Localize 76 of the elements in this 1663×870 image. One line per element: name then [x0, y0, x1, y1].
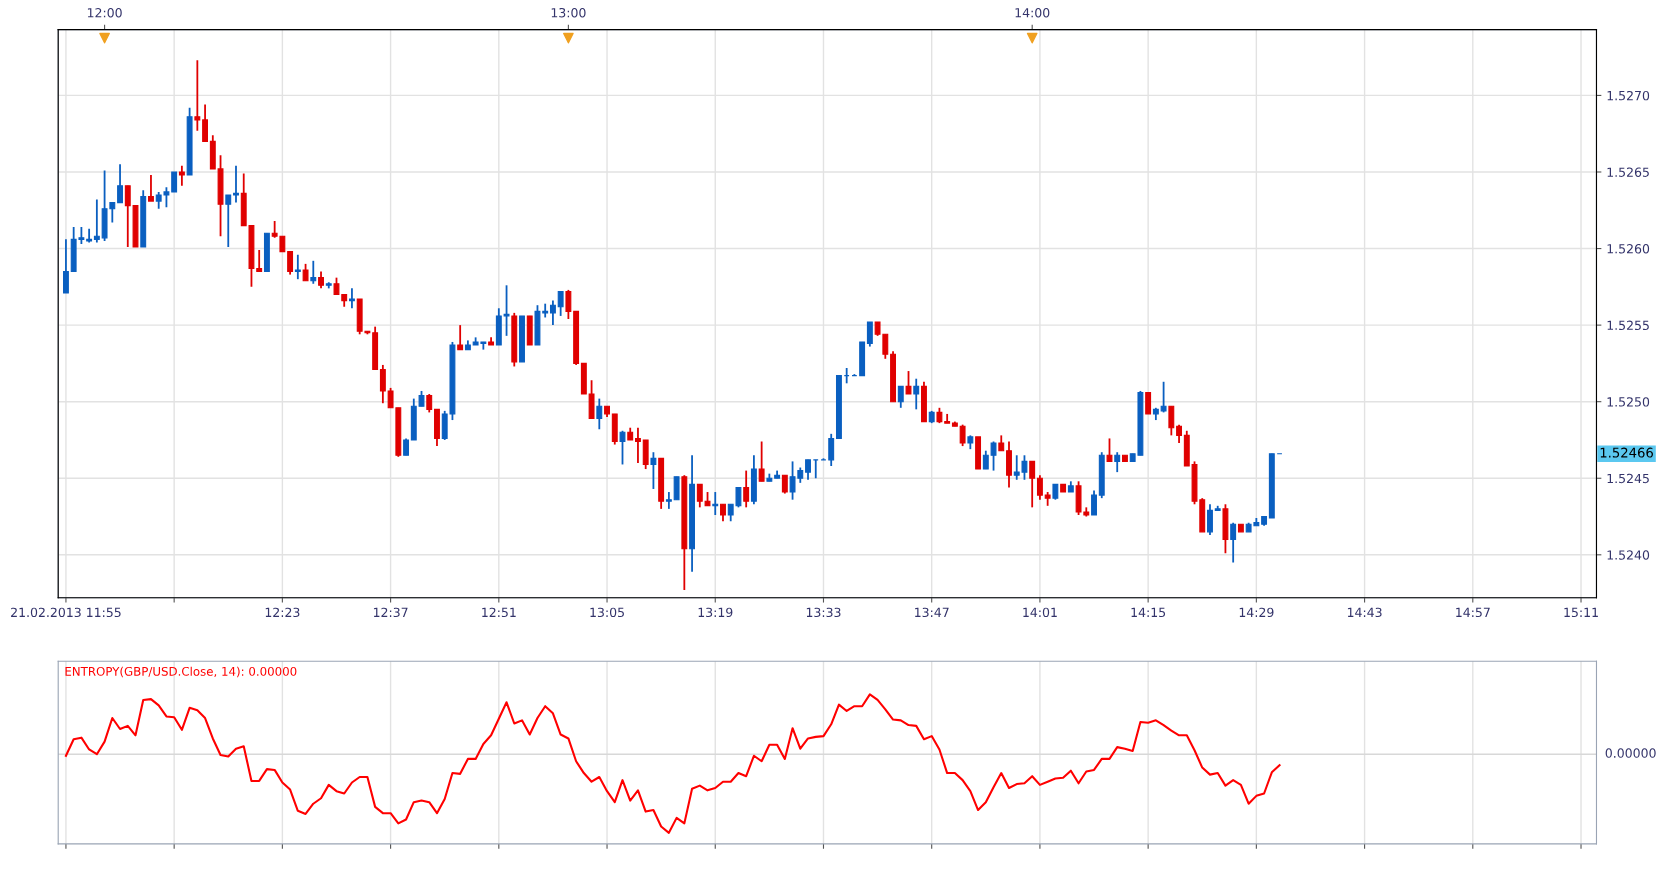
- candlestick: [457, 324, 464, 351]
- candlestick: [1230, 521, 1237, 564]
- candlestick: [1145, 391, 1152, 415]
- candlestick: [233, 164, 239, 204]
- y-tick-label: 1.5260: [1607, 244, 1650, 254]
- candlestick: [148, 174, 154, 202]
- candlestick: [178, 164, 185, 187]
- y-tick-label: 1.5255: [1607, 320, 1649, 331]
- candlestick: [171, 171, 178, 193]
- candlestick: [93, 198, 100, 244]
- x-tick-label: 13:19: [698, 607, 733, 618]
- candlestick: [650, 451, 657, 490]
- candlestick: [348, 287, 355, 310]
- text: ENTROPY(GBP/USD.Close, 14): 0.00000: [65, 666, 297, 678]
- candlestick: [619, 429, 626, 466]
- candlestick: [379, 364, 386, 405]
- candlestick: [1091, 489, 1097, 516]
- candlestick: [665, 491, 672, 510]
- candlestick: [897, 385, 904, 409]
- y-tick-label: 1.5270: [1607, 90, 1650, 101]
- x-tick-label: 13:47: [915, 607, 949, 618]
- candlestick: [294, 253, 301, 281]
- candlestick: [557, 290, 564, 317]
- candlestick: [959, 423, 966, 447]
- candlestick: [503, 284, 510, 337]
- candlestick: [1029, 460, 1036, 509]
- y-tick-label: 1.5250: [1607, 397, 1650, 407]
- candlestick: [673, 475, 680, 501]
- candlestick: [549, 299, 556, 327]
- candlestick: [866, 321, 873, 348]
- candlestick: [743, 469, 750, 509]
- candlestick: [1106, 437, 1113, 463]
- y-tick-label: 1.5240: [1607, 550, 1650, 560]
- ref-line-label: 0.00000: [1605, 748, 1656, 758]
- candlestick: [225, 194, 232, 248]
- candlestick: [62, 238, 69, 294]
- x-tick-label: 14:57: [1456, 607, 1490, 618]
- candlestick: [828, 432, 835, 467]
- x2-tick-label: 14:00: [1015, 7, 1050, 18]
- candlestick: [635, 426, 641, 464]
- x-tick-label: 14:01: [1023, 607, 1057, 618]
- x-tick-label: 15:11: [1564, 607, 1598, 618]
- x-tick-label: 14:15: [1131, 607, 1166, 618]
- candlestick: [565, 288, 572, 320]
- candlestick: [310, 259, 317, 285]
- x-tick-label: 12:37: [373, 607, 408, 618]
- x-tick-label: 14:43: [1347, 607, 1382, 618]
- candlestick: [117, 163, 123, 204]
- x2-tick-label: 13:00: [551, 7, 586, 18]
- candlestick: [1114, 451, 1121, 474]
- candlestick: [1168, 405, 1175, 437]
- text: 1.52466: [1600, 447, 1653, 458]
- candlestick: [758, 440, 765, 483]
- x-tick-label: 12:23: [265, 607, 300, 618]
- x-tick-label: 12:51: [482, 607, 516, 618]
- x2-tick-label: 12:00: [87, 7, 122, 18]
- x-tick-label: 13:05: [590, 607, 624, 618]
- y-tick-label: 1.5245: [1607, 473, 1649, 484]
- candlestick: [287, 250, 294, 276]
- candlestick: [1207, 503, 1213, 536]
- candlestick: [781, 474, 788, 495]
- x-tick-label: 13:33: [806, 607, 841, 618]
- candlestick: [905, 370, 912, 395]
- candlestick: [812, 458, 819, 480]
- candlestick: [1176, 423, 1183, 444]
- candlestick: [1160, 380, 1167, 414]
- candlestick: [913, 377, 920, 411]
- x-tick-label: 14:29: [1239, 607, 1274, 618]
- candlestick: [202, 103, 209, 143]
- candlestick: [1036, 474, 1043, 501]
- y-tick-label: 1.5265: [1607, 167, 1649, 177]
- candlestick: [194, 59, 201, 132]
- candlestick: [805, 458, 811, 481]
- candlestick: [426, 393, 433, 414]
- x-tick-label: 21.02.2013 11:55: [11, 607, 121, 618]
- candlestick: [596, 397, 603, 431]
